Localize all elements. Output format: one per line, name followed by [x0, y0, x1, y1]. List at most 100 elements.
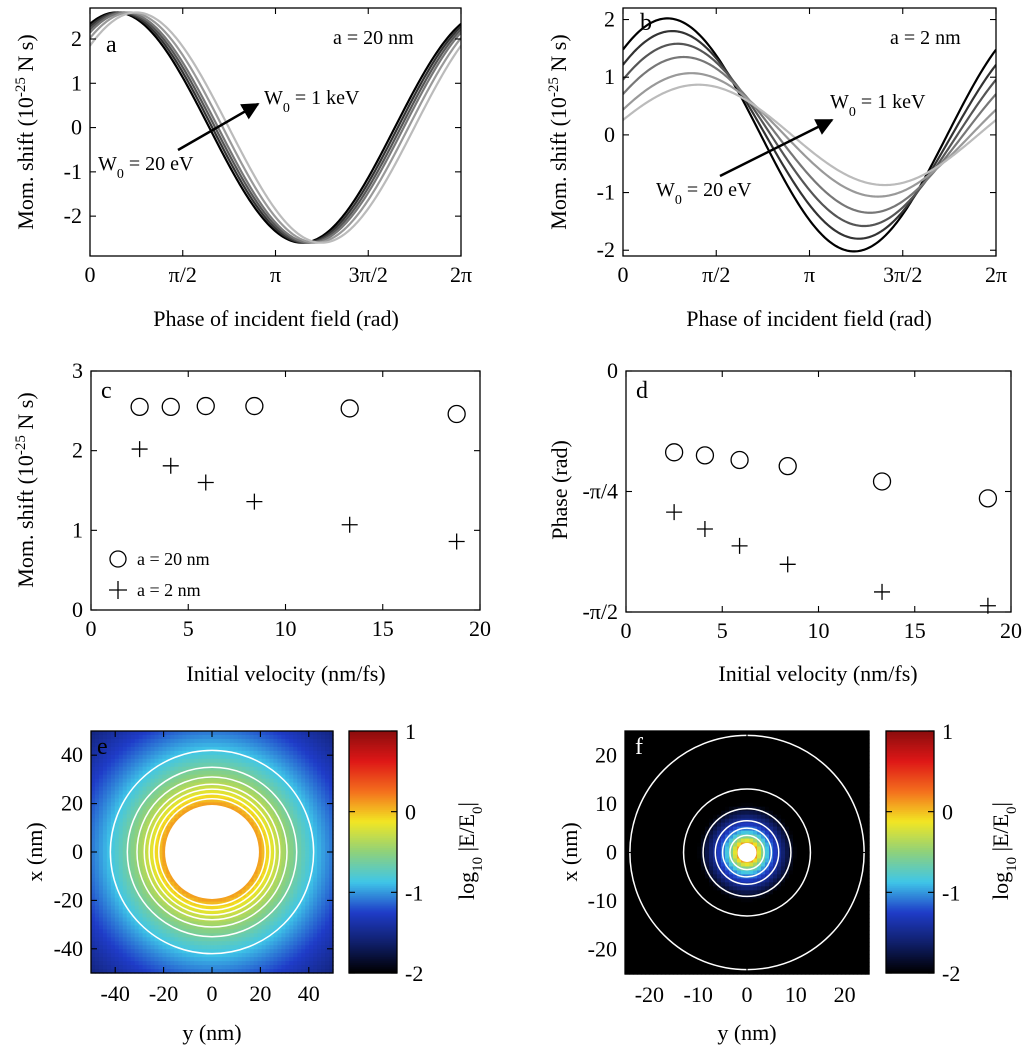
heatmap-cell — [641, 850, 646, 856]
heatmap-cell — [305, 750, 310, 756]
heatmap-cell — [305, 945, 310, 950]
heatmap-cell — [321, 881, 326, 887]
heatmap-cell — [154, 738, 160, 744]
heatmap-cell — [277, 766, 283, 772]
heatmap-cell — [661, 734, 666, 740]
heatmap-cell — [150, 770, 156, 776]
heatmap-cell — [249, 937, 255, 942]
heatmap-cell — [657, 802, 662, 808]
heatmap-cell — [265, 885, 271, 891]
colorbar-segment — [349, 950, 397, 954]
heatmap-cell — [233, 758, 239, 764]
heatmap-cell — [194, 738, 199, 744]
heatmap-cell — [677, 902, 682, 907]
heatmap-cell — [138, 750, 144, 756]
heatmap-cell — [309, 734, 314, 740]
heatmap-cell — [257, 853, 263, 859]
y-tick-label: 2 — [604, 7, 615, 32]
heatmap-cell — [289, 893, 294, 899]
heatmap-cell — [633, 742, 638, 748]
x-tick-label: π/2 — [702, 262, 730, 287]
heatmap-cell — [182, 925, 187, 930]
heatmap-cell — [641, 774, 646, 780]
heatmap-cell — [653, 906, 658, 911]
heatmap-cell — [130, 869, 136, 875]
heatmap-cell — [305, 834, 310, 839]
heatmap-cell — [126, 770, 132, 776]
heatmap-cell — [269, 754, 275, 760]
heatmap-cell — [277, 814, 283, 819]
heatmap-cell — [625, 938, 630, 943]
heatmap-cell — [321, 842, 326, 847]
heatmap-cell — [91, 913, 96, 919]
heatmap-cell — [186, 925, 191, 930]
heatmap-cell — [241, 925, 247, 930]
heatmap-cell — [221, 794, 227, 800]
heatmap-cell — [106, 734, 112, 740]
heatmap-cell — [329, 822, 334, 827]
heatmap-cell — [122, 750, 128, 756]
heatmap-cell — [94, 885, 100, 891]
heatmap-cell — [237, 774, 243, 780]
heatmap-cell — [325, 969, 330, 974]
heatmap-cell — [190, 905, 195, 911]
heatmap-cell — [629, 826, 634, 832]
heatmap-cell — [293, 850, 298, 855]
heatmap-cell — [629, 910, 634, 915]
heatmap-cell — [110, 893, 116, 899]
heatmap-cell — [253, 913, 259, 919]
heatmap-cell — [273, 750, 279, 756]
heatmap-cell — [138, 758, 144, 764]
heatmap-cell — [217, 901, 223, 907]
circle-marker — [161, 397, 180, 417]
heatmap-cell — [309, 786, 314, 792]
heatmap-cell — [677, 914, 682, 919]
heatmap-cell — [649, 902, 654, 907]
heatmap-cell — [150, 746, 156, 752]
heatmap-cell — [194, 778, 199, 784]
heatmap-cell — [305, 965, 310, 970]
heatmap-cell — [289, 794, 294, 800]
heatmap-cell — [98, 774, 104, 780]
heatmap-cell — [293, 734, 298, 740]
heatmap-cell — [301, 945, 306, 950]
heatmap-cell — [657, 810, 662, 816]
heatmap-cell — [225, 961, 231, 966]
heatmap-cell — [281, 738, 286, 744]
heatmap-cell — [633, 731, 638, 736]
heatmap-cell — [261, 818, 267, 823]
heatmap-cell — [94, 846, 100, 851]
heatmap-cell — [138, 766, 144, 772]
heatmap-cell — [637, 798, 642, 804]
heatmap-cell — [645, 878, 650, 883]
heatmap-cell — [225, 802, 231, 807]
heatmap-cell — [194, 750, 199, 756]
heatmap-cell — [225, 953, 231, 958]
heatmap-cell — [645, 866, 650, 872]
heatmap-cell — [102, 766, 108, 772]
heatmap-cell — [321, 810, 326, 815]
heatmap-cell — [273, 909, 279, 915]
heatmap-cell — [150, 949, 156, 954]
heatmap-cell — [170, 965, 175, 970]
heatmap-cell — [657, 838, 662, 844]
heatmap-cell — [285, 925, 290, 930]
heatmap-cell — [245, 734, 251, 740]
heatmap-cell — [118, 869, 124, 875]
heatmap-cell — [633, 958, 638, 963]
heatmap-cell — [138, 734, 144, 740]
heatmap-cell — [158, 818, 164, 823]
heatmap-cell — [681, 834, 686, 840]
heatmap-cell — [118, 885, 124, 891]
heatmap-cell — [158, 889, 164, 895]
heatmap-cell — [277, 790, 283, 796]
heatmap-cell — [162, 965, 167, 970]
heatmap-cell — [281, 953, 286, 958]
heatmap-cell — [665, 858, 670, 864]
heatmap-cell — [202, 969, 207, 974]
heatmap-cell — [118, 731, 124, 736]
heatmap-cell — [665, 762, 670, 768]
heatmap-cell — [657, 846, 662, 852]
heatmap-cell — [142, 945, 148, 950]
heatmap-cell — [174, 774, 179, 780]
